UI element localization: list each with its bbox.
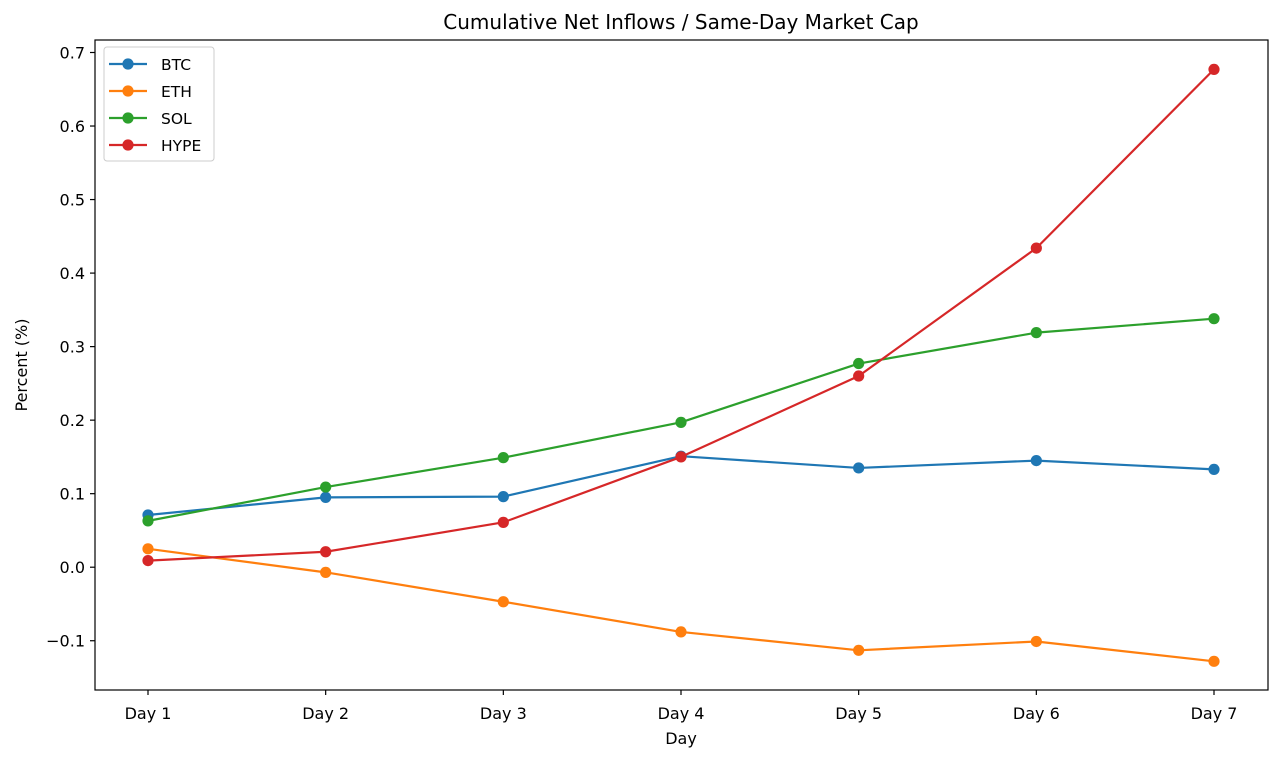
- y-tick-label: 0.4: [60, 264, 85, 283]
- data-point-hype: [1030, 242, 1042, 254]
- x-tick-label: Day 6: [1013, 704, 1060, 723]
- data-point-eth: [1208, 655, 1220, 667]
- data-point-sol: [142, 515, 154, 527]
- data-point-sol: [1208, 313, 1220, 325]
- data-point-eth: [675, 626, 687, 638]
- x-tick-label: Day 7: [1191, 704, 1238, 723]
- axis-ticks: Day 1 Day 2 Day 3 Day 4 Day 5 Day 6 Day 7 −0.1 0…: [46, 44, 1237, 724]
- data-point-eth: [320, 566, 332, 578]
- legend-label-eth: ETH: [161, 83, 192, 101]
- data-point-btc: [853, 462, 865, 474]
- data-point-eth: [142, 543, 154, 555]
- legend: BTC ETH SOL HYPE: [103, 46, 215, 162]
- y-tick-label: 0.0: [60, 558, 85, 577]
- legend-swatch-marker-btc: [122, 58, 134, 70]
- data-point-hype: [320, 546, 332, 558]
- y-tick-label: 0.1: [60, 485, 85, 504]
- data-point-eth: [1030, 635, 1042, 648]
- data-point-sol: [1030, 327, 1042, 339]
- y-tick-label: 0.6: [60, 117, 85, 136]
- legend-swatch-marker-eth: [122, 85, 134, 97]
- y-tick-label: 0.2: [60, 411, 85, 430]
- x-axis-label: Day: [665, 729, 697, 748]
- data-point-sol: [497, 452, 509, 464]
- data-point-hype: [142, 554, 154, 567]
- legend-label-btc: BTC: [161, 56, 191, 74]
- y-tick-label: 0.5: [60, 191, 85, 210]
- y-tick-label: 0.7: [60, 44, 85, 63]
- data-point-btc: [497, 491, 509, 503]
- data-point-sol: [853, 357, 865, 370]
- data-point-btc: [1030, 454, 1042, 467]
- x-tick-label: Day 2: [302, 704, 349, 723]
- legend-swatch-marker-hype: [122, 139, 134, 151]
- legend-swatch-marker-sol: [122, 112, 134, 124]
- data-point-hype: [853, 370, 865, 382]
- x-tick-label: Day 3: [480, 704, 527, 723]
- data-point-sol: [675, 416, 687, 428]
- x-tick-label: Day 4: [658, 704, 705, 723]
- y-axis-label: Percent (%): [12, 319, 31, 412]
- legend-frame: [103, 46, 215, 162]
- y-tick-label: 0.3: [60, 338, 85, 357]
- plot-area: [142, 63, 1220, 667]
- data-point-eth: [853, 644, 865, 656]
- data-point-btc: [1208, 463, 1220, 476]
- x-tick-label: Day 1: [125, 704, 172, 723]
- legend-label-hype: HYPE: [161, 137, 201, 155]
- x-tick-label: Day 5: [835, 704, 882, 723]
- data-point-btc: [320, 491, 332, 503]
- legend-label-sol: SOL: [161, 110, 192, 128]
- data-point-sol: [320, 481, 332, 493]
- data-point-hype: [675, 451, 687, 463]
- chart-title: Cumulative Net Inflows / Same-Day Market…: [443, 10, 918, 34]
- data-point-hype: [1208, 63, 1220, 76]
- y-tick-label: −0.1: [46, 632, 85, 651]
- data-point-eth: [497, 596, 509, 608]
- data-point-hype: [497, 516, 509, 528]
